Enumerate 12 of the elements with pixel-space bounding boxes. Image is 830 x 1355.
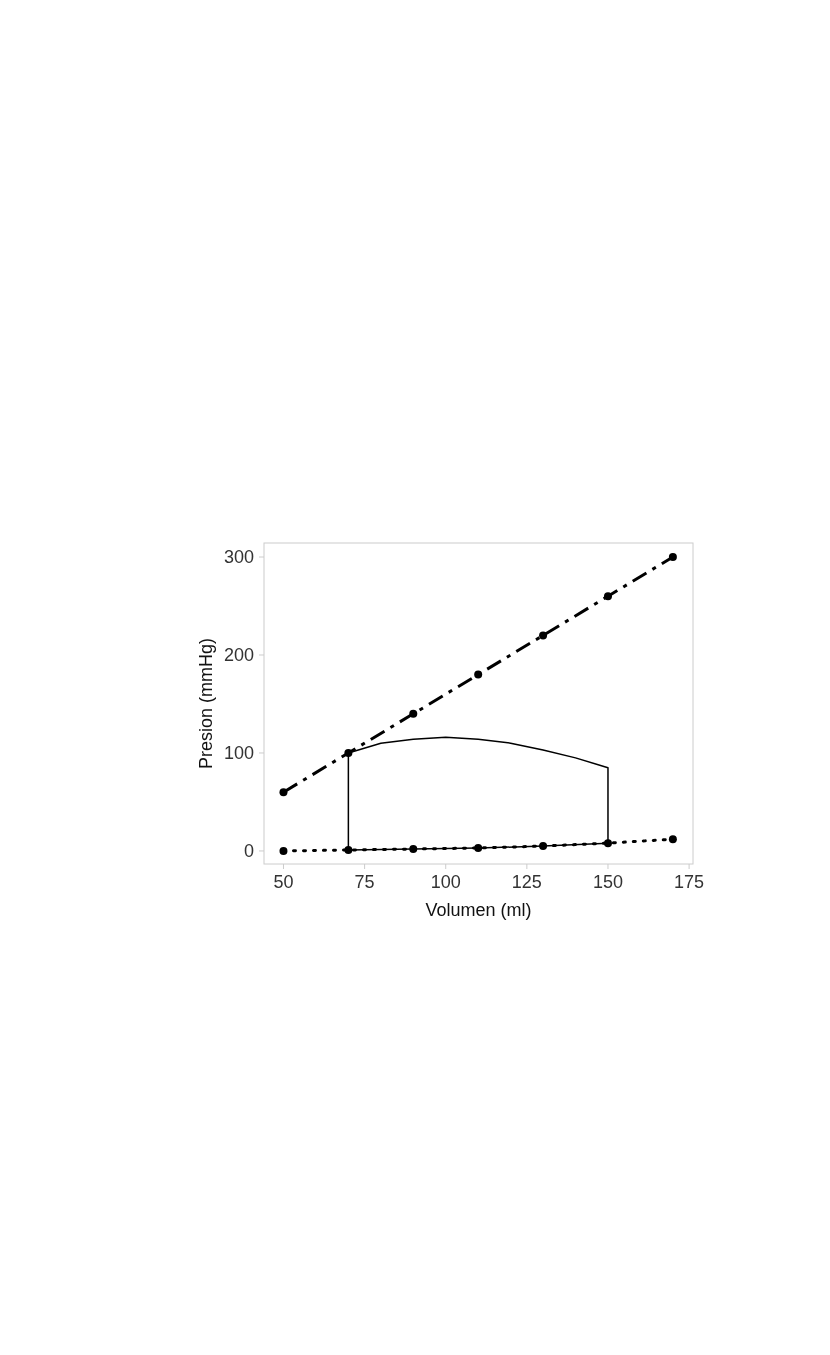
y-tick-label: 300 <box>223 547 254 568</box>
x-tick-label: 100 <box>430 872 461 892</box>
y-tick-label: 0 <box>243 841 254 862</box>
y-tick-label: 100 <box>223 743 254 764</box>
y-axis-title: Presion (mmHg) <box>196 637 216 770</box>
x-tick-label: 150 <box>592 872 623 892</box>
x-axis-title: Volumen (ml) <box>425 900 532 920</box>
x-tick-label: 75 <box>354 872 375 892</box>
x-tick-label: 175 <box>674 872 705 892</box>
x-tick-label: 125 <box>511 872 542 892</box>
y-tick-label: 200 <box>223 645 254 666</box>
x-tick-label: 50 <box>273 872 294 892</box>
